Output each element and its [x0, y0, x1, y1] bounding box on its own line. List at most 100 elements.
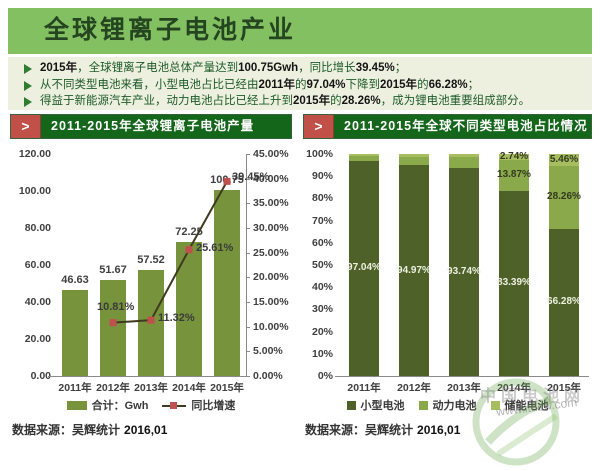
- y-axis-tick-label: 80%: [311, 192, 333, 205]
- secondary-axis-line: [246, 154, 247, 376]
- bullet-text-segment: 97.04%: [306, 78, 346, 91]
- legend-label: 储能电池: [504, 400, 549, 412]
- right-chart-titlebar: > 2011-2015年全球不同类型电池占比情况: [303, 114, 592, 139]
- production-bar: [100, 280, 126, 376]
- segment-value-label: 2.74%: [499, 151, 529, 163]
- production-combo-chart: 120.00 100.00 80.00 60.00 40.00 20.00 0.00 45.0…: [10, 144, 292, 396]
- bullet-text-segment: 2015年: [293, 95, 331, 107]
- axis-tick-mark: [246, 351, 250, 353]
- bar-value-label: 57.52: [137, 253, 165, 266]
- secondary-axis-tick-label: 30.00%: [253, 222, 289, 234]
- right-chart-source: 数据来源：吴辉统计 2016,01: [303, 421, 592, 438]
- bullet-text-segment: 28.26%: [341, 95, 381, 107]
- y-axis-tick-label: 50%: [311, 259, 333, 271]
- right-chart-panel: > 2011-2015年全球不同类型电池占比情况 100% 90% 80% 70% 60…: [303, 114, 592, 464]
- bar-value-label: 46.63: [61, 273, 89, 286]
- bullet-text: 得益于新能源汽车产业，动力电池占比已经上升到2015年的28.26%，成为锂电池…: [40, 94, 530, 110]
- segment-value-label: 93.74%: [447, 265, 481, 277]
- bullet-arrow-icon: [24, 64, 32, 74]
- bullet-text-segment: 的: [417, 78, 429, 91]
- axis-tick-mark: [246, 203, 250, 205]
- x-axis-category-label: 2015年: [210, 382, 244, 394]
- x-axis-category-label: 2011年: [347, 382, 381, 394]
- secondary-axis-tick-label: 0.00%: [253, 370, 283, 382]
- bullet-item: 从不同类型电池来看，小型电池占比已经由2011年的97.04%下降到2015年的…: [22, 78, 582, 94]
- bullet-text-segment: ，全球锂离子电池总体产量达到: [77, 62, 239, 74]
- stacked-bar-segment: [349, 156, 379, 161]
- y-axis-tick-label: 10%: [311, 347, 333, 360]
- y-axis-tick-label: 0.00: [30, 370, 51, 382]
- stacked-bar-segment: [499, 190, 529, 376]
- y-axis-tick-label: 60%: [311, 236, 333, 249]
- axis-tick-mark: [246, 376, 250, 377]
- summary-bullets: 2015年，全球锂离子电池总体产量达到100.75Gwh，同比增长39.45%；…: [8, 57, 592, 110]
- bullet-text-segment: 2015年: [379, 78, 418, 91]
- bullet-text-segment: 100.75Gwh: [238, 62, 299, 74]
- segment-value-label: 94.97%: [397, 264, 431, 276]
- stacked-bar-segment: [549, 228, 579, 376]
- stacked-bar-segment: [449, 154, 479, 158]
- x-axis-category-label: 2012年: [397, 382, 431, 394]
- x-axis-category-label: 2014年: [172, 382, 206, 394]
- bullet-text-segment: 39.45%: [355, 62, 395, 74]
- bar-value-label: 72.25: [175, 226, 203, 239]
- stacked-bar-segment: [349, 160, 379, 376]
- segment-value-label: 83.39%: [497, 277, 531, 289]
- stacked-bar-segment: [449, 167, 479, 376]
- stacked-bar-segment: [399, 165, 429, 376]
- bullet-text-segment: 2015年: [40, 62, 78, 74]
- y-axis-tick-label: 40%: [311, 281, 333, 294]
- legend-swatch: [418, 400, 428, 410]
- line-value-label: 25.61%: [196, 241, 234, 254]
- y-axis-tick-label: 100.00: [18, 185, 51, 197]
- bullet-text: 从不同类型电池来看，小型电池占比已经由2011年的97.04%下降到2015年的…: [40, 78, 479, 94]
- right-chart-legend: 小型电池 动力电池 储能电池: [303, 397, 592, 413]
- y-axis-tick-label: 20.00: [24, 333, 51, 345]
- source-label: 数据来源：吴辉统计: [12, 423, 121, 437]
- legend-swatch: [490, 400, 500, 410]
- legend-label: 小型电池: [360, 400, 405, 412]
- stacked-bar-segment: [549, 154, 579, 167]
- x-axis-category-label: 2013年: [134, 382, 168, 394]
- arrow-right-icon: >: [11, 115, 41, 138]
- segment-value-label: 13.87%: [497, 169, 531, 181]
- legend-label: 合计：Gwh: [91, 400, 149, 412]
- bullet-text-segment: ；: [467, 78, 480, 91]
- left-chart-legend: 合计：Gwh 同比增速: [10, 397, 292, 413]
- segment-value-label: 97.04%: [347, 262, 381, 274]
- legend-marker-icon: [170, 401, 178, 409]
- bullet-text-segment: ；: [394, 62, 407, 74]
- legend-label: 动力电池: [432, 400, 477, 412]
- x-axis-category-label: 2015年: [547, 382, 581, 394]
- line-value-label: 39.45%: [232, 171, 270, 184]
- left-chart-panel: > 2011-2015年全球锂离子电池产量 120.00 100.00 80.00 6…: [10, 114, 292, 464]
- line-value-label: 10.81%: [97, 300, 135, 313]
- y-axis-tick-label: 40.00: [24, 296, 51, 308]
- bullet-arrow-icon: [24, 80, 32, 91]
- bullet-text-segment: 的: [294, 78, 307, 91]
- secondary-axis-tick-label: 40.00%: [253, 172, 289, 185]
- y-axis-tick-label: 120.00: [18, 148, 51, 160]
- stacked-bar-segment: [349, 154, 379, 157]
- segment-value-label: 66.28%: [547, 296, 581, 308]
- stacked-bar-segment: [499, 154, 529, 161]
- axis-tick-mark: [246, 154, 250, 155]
- legend-item: 小型电池: [346, 397, 405, 413]
- source-date: 2016,01: [417, 423, 461, 437]
- bullet-text: 2015年，全球锂离子电池总体产量达到100.75Gwh，同比增长39.45%；: [40, 61, 406, 77]
- secondary-axis-tick-label: 20.00%: [253, 271, 289, 284]
- bullet-arrow-icon: [24, 97, 32, 107]
- left-chart-title: 2011-2015年全球锂离子电池产量: [41, 115, 291, 138]
- x-axis-category-label: 2012年: [96, 382, 130, 394]
- right-chart-title: 2011-2015年全球不同类型电池占比情况: [334, 115, 591, 138]
- y-axis-tick-label: 70%: [311, 214, 333, 227]
- secondary-axis-tick-label: 15.00%: [253, 296, 289, 308]
- axis-tick-mark: [246, 326, 250, 328]
- axis-tick-mark: [246, 252, 250, 254]
- stacked-bar-segment: [399, 156, 429, 166]
- legend-item-growth: 同比增速: [162, 397, 235, 413]
- legend-label: 同比增速: [191, 400, 236, 412]
- segment-value-label: 28.26%: [547, 191, 581, 203]
- secondary-axis-tick-label: 5.00%: [253, 345, 283, 358]
- bullet-text-segment: 下降到: [345, 78, 380, 91]
